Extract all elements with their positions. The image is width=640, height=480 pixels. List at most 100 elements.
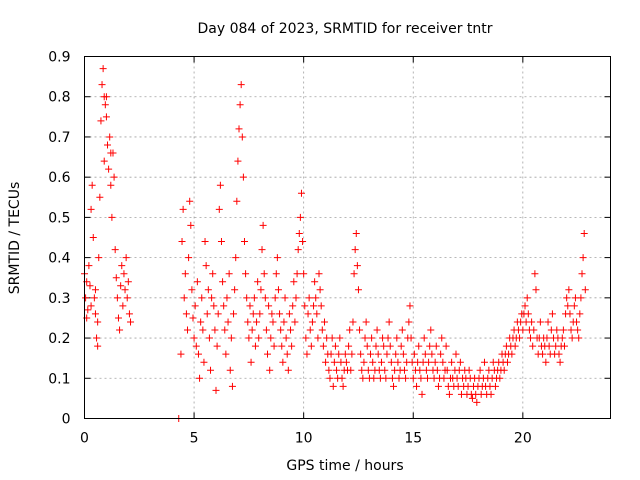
data-point — [291, 318, 299, 326]
data-point — [177, 350, 185, 358]
data-point — [207, 366, 215, 374]
data-point — [200, 358, 208, 366]
data-point — [258, 246, 266, 254]
data-point — [269, 318, 277, 326]
data-point — [427, 326, 435, 334]
data-point — [268, 310, 276, 318]
data-point — [203, 310, 211, 318]
y-tick-label: 0.9 — [48, 50, 70, 66]
data-point — [305, 294, 313, 302]
data-point — [124, 278, 132, 286]
data-point — [244, 318, 252, 326]
data-point — [524, 310, 532, 318]
data-point — [202, 262, 210, 270]
data-point — [212, 386, 220, 394]
data-point — [558, 334, 566, 342]
data-point — [369, 358, 377, 366]
data-point — [225, 270, 233, 278]
data-point — [357, 350, 365, 358]
data-point — [322, 358, 330, 366]
data-point — [416, 366, 424, 374]
data-point — [368, 334, 376, 342]
data-point — [110, 173, 118, 181]
data-point — [360, 358, 368, 366]
data-point — [240, 238, 248, 246]
x-tick-labels: 0 5 10 15 20 — [80, 431, 532, 447]
y-tick-label: 0.2 — [48, 331, 70, 347]
data-point — [226, 366, 234, 374]
x-tick-label: 15 — [404, 431, 422, 447]
data-point — [277, 326, 285, 334]
data-point — [279, 358, 287, 366]
data-point — [570, 302, 578, 310]
data-point — [566, 310, 574, 318]
data-point — [487, 390, 495, 398]
data-point — [265, 302, 273, 310]
data-point — [516, 334, 524, 342]
data-point — [96, 193, 104, 201]
data-point — [581, 286, 589, 294]
data-point — [318, 326, 326, 334]
data-point — [220, 302, 228, 310]
data-point — [230, 310, 238, 318]
data-point — [85, 262, 93, 270]
data-point — [232, 254, 240, 262]
data-point — [197, 318, 205, 326]
data-point — [531, 270, 539, 278]
data-point — [370, 374, 378, 382]
data-point — [317, 302, 325, 310]
data-point — [413, 382, 421, 390]
data-point — [576, 310, 584, 318]
data-point — [302, 334, 310, 342]
data-point — [434, 382, 442, 390]
data-point — [278, 342, 286, 350]
data-point — [312, 294, 320, 302]
data-point — [473, 398, 481, 406]
data-point — [95, 254, 103, 262]
data-point — [248, 326, 256, 334]
data-point — [438, 334, 446, 342]
x-tick-label: 5 — [190, 431, 199, 447]
data-point — [347, 366, 355, 374]
data-point — [336, 334, 344, 342]
data-point — [91, 310, 99, 318]
data-point — [198, 294, 206, 302]
data-point — [575, 334, 583, 342]
data-point — [105, 165, 113, 173]
data-point — [116, 326, 124, 334]
data-point — [465, 366, 473, 374]
data-point — [281, 294, 289, 302]
data-point — [190, 334, 198, 342]
data-point — [386, 342, 394, 350]
data-point — [243, 294, 251, 302]
data-point — [372, 342, 380, 350]
data-point — [452, 350, 460, 358]
data-point — [527, 334, 535, 342]
data-point — [574, 326, 582, 334]
data-point — [398, 326, 406, 334]
data-point — [215, 205, 223, 213]
data-point — [204, 286, 212, 294]
data-point — [315, 270, 323, 278]
y-tick-label: 0.7 — [48, 130, 70, 146]
data-point — [274, 286, 282, 294]
data-point — [327, 350, 335, 358]
data-point — [87, 302, 95, 310]
data-point — [256, 310, 264, 318]
data-point — [580, 229, 588, 237]
data-point — [267, 334, 275, 342]
data-point — [266, 366, 274, 374]
data-point — [496, 374, 504, 382]
x-tick-label: 20 — [514, 431, 532, 447]
data-point — [294, 246, 302, 254]
data-point — [407, 334, 415, 342]
data-point — [578, 270, 586, 278]
data-point — [560, 342, 568, 350]
plot-frame — [84, 56, 611, 419]
data-point — [185, 254, 193, 262]
data-point — [127, 318, 135, 326]
data-point — [108, 213, 116, 221]
data-point — [245, 334, 253, 342]
y-tick-label: 0.6 — [48, 170, 70, 186]
data-point — [208, 294, 216, 302]
